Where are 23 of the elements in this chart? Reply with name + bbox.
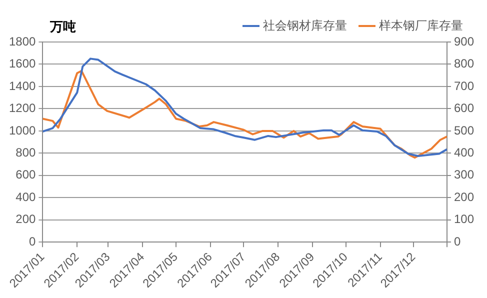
y-tick-label: 1000	[8, 123, 36, 138]
y2-tick-label: 0	[454, 234, 461, 248]
y2-tick-label: 900	[454, 34, 474, 48]
y-tick-label: 800	[16, 146, 36, 160]
y2-tick-label: 200	[454, 190, 474, 204]
y-tick-label: 1400	[8, 78, 36, 93]
y2-tick-label: 300	[454, 168, 474, 182]
y-tick-label: 400	[16, 190, 36, 204]
y2-tick-label: 600	[454, 101, 474, 116]
y2-tick-label: 500	[454, 123, 474, 138]
legend-label: 社会钢材库存量	[263, 18, 347, 32]
y-tick-label: 600	[16, 168, 36, 182]
y-tick-label: 1200	[8, 101, 36, 116]
y-tick-label: 0	[29, 234, 36, 248]
y2-tick-label: 100	[454, 212, 474, 226]
legend-label: 样本钢厂库存量	[379, 18, 463, 32]
y2-tick-label: 800	[454, 56, 474, 71]
y-tick-label: 200	[16, 212, 36, 226]
y2-tick-label: 700	[454, 78, 474, 93]
y-tick-label: 1800	[8, 34, 36, 48]
y-tick-label: 1600	[8, 56, 36, 71]
y2-tick-label: 400	[454, 146, 474, 160]
y-axis-title: 万吨	[49, 19, 76, 34]
